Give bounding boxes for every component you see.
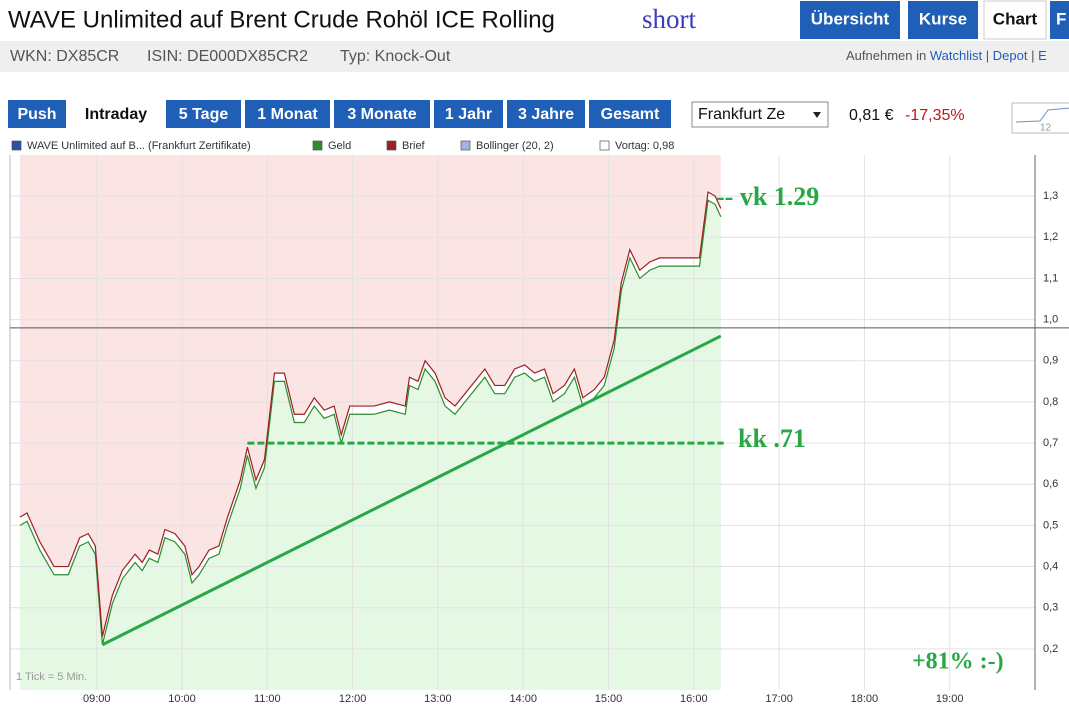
support-label: kk .71 bbox=[738, 424, 806, 453]
tabs: Übersicht Kurse Chart F bbox=[800, 0, 1069, 40]
exchange: Frankfurt Ze bbox=[698, 106, 785, 123]
range-button[interactable] bbox=[589, 100, 671, 128]
y-tick-label: 0,8 bbox=[1043, 396, 1058, 408]
dropdown-arrow bbox=[813, 112, 821, 118]
thumbnail-label: 12 bbox=[1040, 123, 1052, 134]
range-button[interactable] bbox=[334, 100, 430, 128]
legend-swatch bbox=[11, 140, 22, 151]
wkn: WKN: DX85CR bbox=[10, 48, 119, 65]
thumbnail-line bbox=[1015, 107, 1069, 123]
range-button[interactable] bbox=[245, 100, 330, 128]
x-tick-label: 18:00 bbox=[851, 693, 879, 705]
trend-line bbox=[101, 334, 722, 647]
legend-swatch bbox=[460, 140, 471, 151]
tab-label: F bbox=[1056, 9, 1066, 28]
range-label: 1 Monat bbox=[257, 106, 318, 123]
range-label: Gesamt bbox=[601, 106, 660, 123]
exchange-select[interactable] bbox=[691, 101, 829, 128]
y-tick-label: 0,6 bbox=[1043, 478, 1058, 490]
y-tick-label: 0,2 bbox=[1043, 643, 1058, 655]
range-button[interactable] bbox=[166, 100, 241, 128]
isin: ISIN: DE000DX85CR2 bbox=[147, 48, 308, 65]
y-tick-label: 0,3 bbox=[1043, 602, 1058, 614]
tab-label: Chart bbox=[993, 9, 1038, 28]
x-tick-label: 19:00 bbox=[936, 693, 964, 705]
info-bar bbox=[0, 41, 1069, 72]
page-title: WAVE Unlimited auf Brent Crude Rohöl ICE… bbox=[8, 6, 555, 33]
gain-label: +81% :-) bbox=[912, 649, 1004, 675]
series-line bbox=[19, 191, 722, 637]
area-below bbox=[19, 200, 721, 690]
x-tick-label: 15:00 bbox=[595, 693, 623, 705]
range-label: Intraday bbox=[85, 106, 147, 123]
range-button[interactable] bbox=[434, 100, 503, 128]
buy-label: -- vk 1.29 bbox=[716, 182, 819, 211]
legend-label: WAVE Unlimited auf B... (Frankfurt Zerti… bbox=[27, 140, 251, 152]
legend-label: Geld bbox=[328, 140, 351, 152]
price: 0,81 € bbox=[849, 107, 894, 124]
range-label: Push bbox=[17, 106, 56, 123]
type: Typ: Knock-Out bbox=[340, 48, 451, 65]
plot: 0,2 0,3 0,4 0,5 0,6 0,7 0,8 0,9 1,0 1,1 1,2 1,3 09:0… bbox=[9, 155, 1069, 705]
legend-swatch bbox=[599, 140, 610, 151]
x-tick-label: 11:00 bbox=[254, 693, 281, 705]
y-tick-label: 0,5 bbox=[1043, 519, 1058, 531]
y-tick-label: 0,9 bbox=[1043, 355, 1058, 367]
tick-note: 1 Tick = 5 Min. bbox=[16, 671, 87, 683]
legend-label: Vortag: 0,98 bbox=[615, 140, 674, 152]
tab-label: Übersicht bbox=[811, 9, 890, 28]
range-label: 3 Monate bbox=[347, 106, 416, 123]
tab[interactable] bbox=[983, 0, 1047, 40]
x-tick-label: 10:00 bbox=[168, 693, 196, 705]
x-tick-label: 12:00 bbox=[339, 693, 367, 705]
tab[interactable] bbox=[800, 1, 900, 39]
separator: | bbox=[986, 48, 989, 63]
tab[interactable] bbox=[1050, 1, 1069, 39]
x-tick-label: 09:00 bbox=[83, 693, 111, 705]
legend-label: Bollinger (20, 2) bbox=[476, 140, 554, 152]
separator: | bbox=[1031, 48, 1034, 63]
legend: WAVE Unlimited auf B... (Frankfurt Zerti… bbox=[11, 140, 674, 152]
y-tick-label: 1,2 bbox=[1043, 231, 1058, 243]
watchlist-links: Aufnehmen in Watchlist | Depot | E bbox=[846, 48, 1047, 63]
y-tick-label: 1,3 bbox=[1043, 190, 1058, 202]
change: -17,35% bbox=[905, 107, 965, 124]
range-label: 5 Tage bbox=[179, 106, 229, 123]
legend-label: Brief bbox=[402, 140, 426, 152]
link[interactable]: Watchlist bbox=[930, 48, 983, 63]
y-tick-label: 1,0 bbox=[1043, 314, 1058, 326]
y-tick-label: 1,1 bbox=[1043, 272, 1058, 284]
x-tick-label: 13:00 bbox=[424, 693, 452, 705]
range-button[interactable] bbox=[8, 100, 66, 128]
x-tick-label: 16:00 bbox=[680, 693, 708, 705]
tab[interactable] bbox=[908, 1, 978, 39]
area-above bbox=[19, 155, 721, 637]
range-button[interactable] bbox=[70, 100, 162, 128]
legend-swatch bbox=[312, 140, 323, 151]
title-suffix: short bbox=[642, 4, 696, 34]
link[interactable]: Depot bbox=[993, 48, 1028, 63]
link[interactable]: E bbox=[1038, 48, 1047, 63]
legend-swatch bbox=[386, 140, 397, 151]
range-label: 3 Jahre bbox=[518, 106, 574, 123]
x-tick-label: 14:00 bbox=[509, 693, 537, 705]
y-tick-label: 0,4 bbox=[1043, 560, 1058, 572]
x-tick-label: 17:00 bbox=[765, 693, 793, 705]
range-buttons: Push Intraday 5 Tage 1 Monat 3 Monate 1 Jahr 3… bbox=[8, 100, 671, 128]
range-label: 1 Jahr bbox=[445, 106, 492, 123]
range-button[interactable] bbox=[507, 100, 585, 128]
prefix: Aufnehmen in bbox=[846, 48, 926, 63]
tab-label: Kurse bbox=[919, 9, 967, 28]
y-tick-label: 0,7 bbox=[1043, 437, 1058, 449]
thumbnail[interactable] bbox=[1011, 102, 1069, 134]
